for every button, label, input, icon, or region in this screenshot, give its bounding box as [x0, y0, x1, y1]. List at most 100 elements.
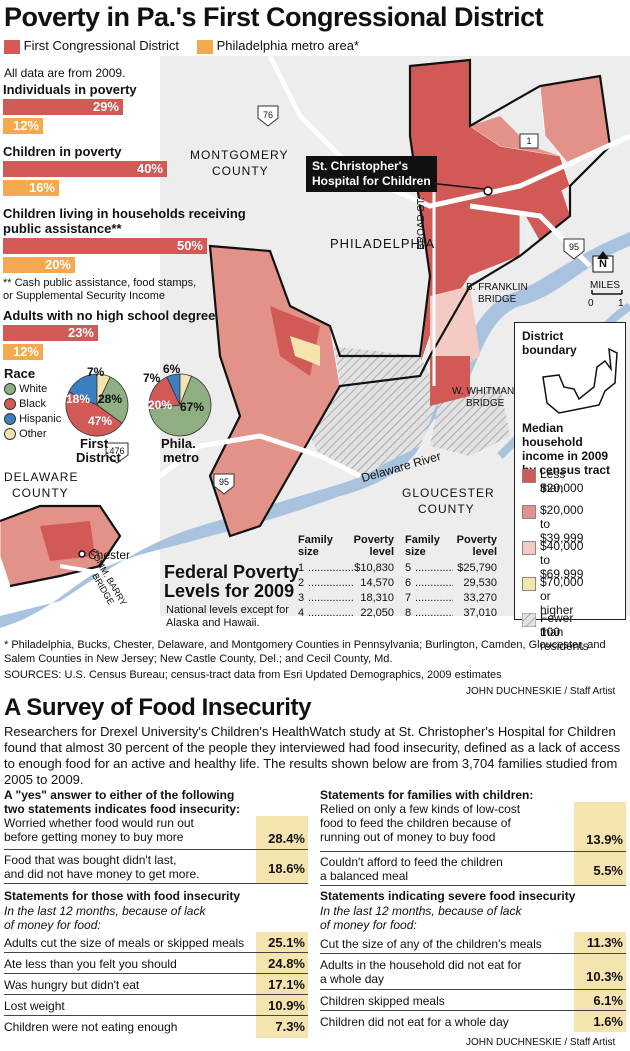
label-franklin-1: B. FRANKLIN [466, 282, 528, 293]
key-boundary-1: District [522, 329, 564, 343]
key-item-3-label-1: $40,000 [540, 539, 584, 553]
data-year-note: All data are from 2009. [4, 66, 126, 80]
survey-row-value: 5.5% [574, 852, 626, 885]
right-head-2: Statements indicating severe food insecu… [320, 889, 576, 903]
survey-row: Adults in the household did not eat for a… [320, 954, 626, 990]
survey-row-line: food to feed the children because of [320, 816, 511, 830]
key-item-1-label-2: $20,000 [540, 481, 584, 495]
poverty-row: 4.................. 22,050 [298, 606, 394, 621]
page-title: Poverty in Pa.'s First Congressional Dis… [4, 2, 544, 32]
right-ital-2: of money for food: [320, 918, 417, 932]
left-ital-1: In the last 12 months, because of lack [4, 904, 206, 918]
survey-row-text: Adults cut the size of meals or skipped … [4, 936, 245, 950]
poverty-note-2: Alaska and Hawaii. [166, 617, 260, 629]
pov-level: 14,570 [360, 577, 394, 589]
survey-row-text: Adults in the household did not eat for a… [320, 958, 521, 986]
survey-row: Food that was bought didn't last, and did… [4, 850, 308, 884]
route-476-icon [105, 442, 129, 464]
label-whitman-2: BRIDGE [466, 398, 505, 409]
pov-head-poverty-r: Poverty [456, 534, 497, 546]
key-boundary-2: boundary [522, 343, 577, 357]
district-west-3 [290, 336, 320, 366]
highway-95 [158, 433, 362, 479]
survey-row-line: a balanced meal [320, 869, 409, 883]
pov-head-poverty-l: Poverty [353, 534, 394, 546]
label-broad-st: BROAD ST. [415, 197, 427, 250]
key-item-5-label-1: Fewer than [540, 611, 574, 639]
pie-metro-black [148, 376, 181, 410]
pie-metro [148, 373, 212, 437]
key-swatch-1 [522, 469, 536, 483]
survey-row-text: Cut the size of any of the children's me… [320, 937, 542, 951]
survey-row-value: 13.9% [574, 802, 626, 851]
left-head-2: two statements indicates food insecurity… [4, 802, 241, 816]
hospital-marker [483, 186, 493, 196]
assistance-note-1: ** Cash public assistance, food stamps, [3, 277, 197, 289]
pov-size: 3 [298, 592, 305, 604]
label-montgomery-county: COUNTY [212, 164, 269, 178]
stat-label-assistance-2: public assistance** [3, 221, 122, 236]
legend-metro-label: Philadelphia metro area* [216, 38, 359, 53]
survey-row-line: Food that was bought didn't last, [4, 853, 177, 867]
survey-row-line: Relied on only a few kinds of low-cost [320, 802, 521, 816]
survey-row-text: Ate less than you felt you should [4, 957, 177, 971]
survey-title: A Survey of Food Insecurity [4, 694, 312, 721]
pov-dots: .................. [308, 577, 354, 589]
pov-size: 1 [298, 562, 305, 574]
survey-row-value: 25.1% [256, 932, 308, 952]
label-delaware: DELAWARE [4, 470, 79, 484]
label-montgomery: MONTGOMERY [190, 148, 289, 162]
key-item-3-label-2: to $69,999 [540, 553, 584, 581]
survey-row-text: Food that was bought didn't last, and did… [4, 853, 199, 881]
pie-metro-black-label: 20% [148, 398, 173, 412]
survey-row: Children were not eating enough 7.3% [4, 1016, 308, 1038]
pov-level: 22,050 [360, 607, 394, 619]
survey-intro: Researchers for Drexel University's Chil… [4, 724, 621, 787]
key-income-3: by census tract [522, 463, 611, 477]
survey-row-value: 24.8% [256, 953, 308, 973]
survey-row: Cut the size of any of the children's me… [320, 932, 626, 954]
fewer-residents-area-2 [430, 386, 510, 456]
survey-row-value: 11.3% [574, 932, 626, 953]
pov-dots: .................. [308, 607, 354, 619]
survey-row-text: Worried whether food would run out before… [4, 816, 194, 844]
poverty-row: 8.................. 37,010 [405, 606, 497, 621]
pov-level: $10,830 [354, 562, 394, 574]
district-boundary [208, 58, 612, 538]
pie-district-caption-1: First [80, 436, 109, 451]
pie-district-black [65, 391, 123, 437]
pov-head-size-r: size [405, 546, 426, 558]
survey-row: Relied on only a few kinds of low-cost fo… [320, 802, 626, 852]
poverty-note: National levels except for Alaska and Ha… [166, 604, 289, 630]
survey-row: Lost weight 10.9% [4, 995, 308, 1016]
pov-level: 18,310 [360, 592, 394, 604]
north-arrow-icon [592, 251, 614, 273]
bar-individuals-district: 29% [3, 99, 123, 115]
credit-bottom: JOHN DUCHNESKIE / Staff Artist [466, 1037, 616, 1048]
hospital-callout-2: Hospital for Children [312, 174, 431, 188]
survey-row-line: Adults in the household did not eat for [320, 958, 522, 972]
poverty-row: 3.................. 18,310 [298, 591, 394, 606]
pov-head-family-l: Family [298, 534, 333, 546]
key-item-4-label-2: or higher [540, 589, 574, 617]
survey-row-text: Was hungry but didn't eat [4, 978, 140, 992]
survey-row: Couldn't afford to feed the children a ba… [320, 852, 626, 886]
bar-adults-district: 23% [3, 325, 98, 341]
pov-dots: .................. [415, 592, 453, 604]
pov-level: $25,790 [457, 562, 497, 574]
pie-metro-white [148, 375, 212, 437]
survey-row: Children did not eat for a whole day 1.6… [320, 1011, 626, 1032]
survey-row-value: 6.1% [574, 990, 626, 1010]
race-legend-other-label: Other [19, 428, 47, 440]
pov-dots: .................. [308, 592, 354, 604]
pov-size: 6 [405, 577, 412, 589]
survey-row: Was hungry but didn't eat 17.1% [4, 974, 308, 995]
stats-panel: Individuals in poverty 29% 12% Children … [3, 82, 303, 360]
legend-district: First Congressional District [4, 38, 179, 54]
pov-size: 2 [298, 577, 305, 589]
survey-right-column: Statements for families with children: R… [320, 788, 626, 1034]
route-95b-icon [213, 473, 235, 495]
pie-district-other-label: 7% [87, 365, 105, 379]
survey-row-value: 10.3% [574, 954, 626, 989]
key-item-1-label-1: Less than [540, 467, 566, 495]
